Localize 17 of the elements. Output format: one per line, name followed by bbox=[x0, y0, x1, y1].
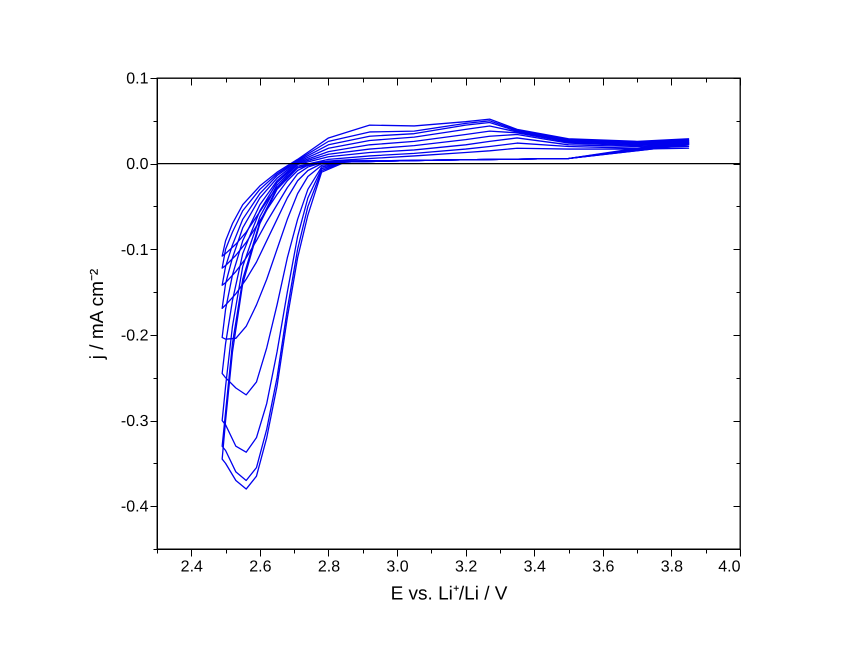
x-tick-label: 2.8 bbox=[318, 558, 340, 576]
x-tick-label: 3.8 bbox=[660, 558, 684, 576]
x-tick-label: 3.6 bbox=[592, 558, 615, 576]
x-axis-title: E vs. Li⁺/Li / V bbox=[390, 584, 508, 604]
x-tick-label: 3.0 bbox=[386, 558, 409, 576]
y-tick-label: -0.2 bbox=[120, 327, 149, 344]
x-tick-label: 2.6 bbox=[249, 558, 272, 576]
y-tick-label: 0.1 bbox=[126, 70, 149, 88]
y-axis-title: j / mA cm⁻² bbox=[86, 268, 108, 360]
x-tick-label: 2.4 bbox=[180, 558, 204, 576]
x-tick-label: 3.4 bbox=[524, 558, 546, 576]
x-tick-label: 4.0 bbox=[718, 558, 741, 576]
y-tick-label: -0.1 bbox=[120, 242, 149, 259]
y-tick-label: 0.0 bbox=[126, 156, 149, 174]
x-tick-label: 3.2 bbox=[455, 558, 478, 576]
y-tick-label: -0.4 bbox=[120, 498, 149, 516]
y-tick-label: -0.3 bbox=[120, 413, 149, 430]
